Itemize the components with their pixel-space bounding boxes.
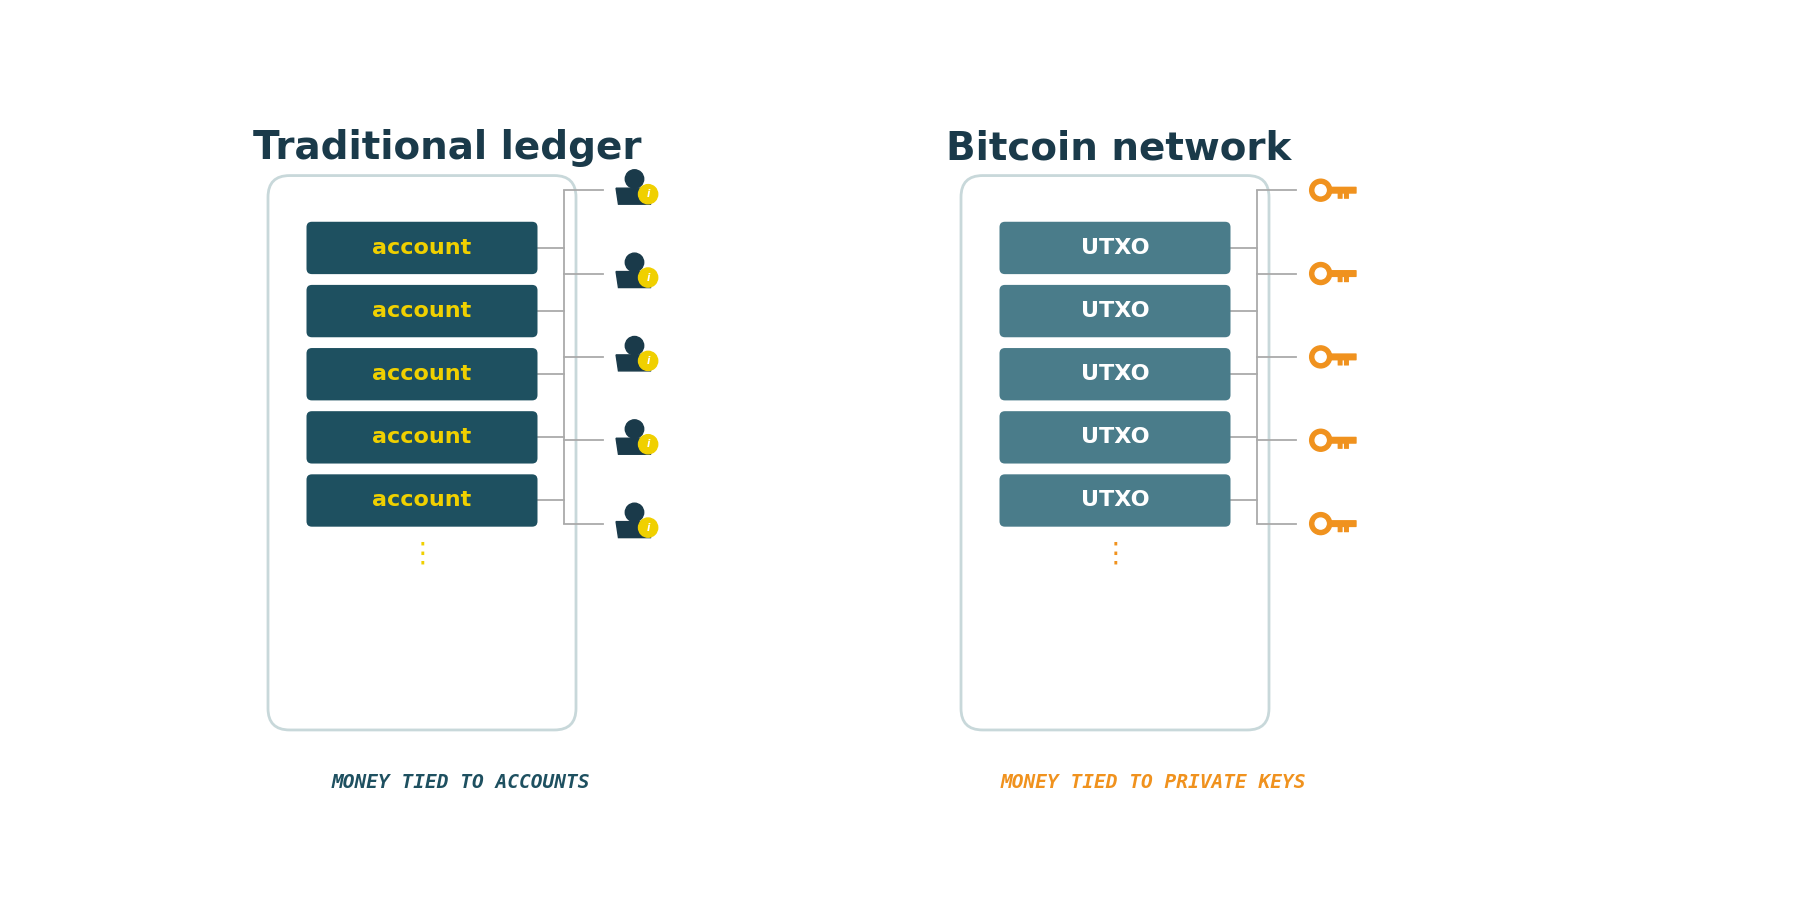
- FancyBboxPatch shape: [292, 183, 560, 707]
- FancyBboxPatch shape: [306, 222, 538, 274]
- FancyBboxPatch shape: [306, 285, 538, 337]
- Text: UTXO: UTXO: [1080, 301, 1150, 321]
- Text: MONEY TIED TO PRIVATE KEYS: MONEY TIED TO PRIVATE KEYS: [1001, 772, 1307, 792]
- FancyBboxPatch shape: [1328, 520, 1357, 527]
- Circle shape: [1316, 268, 1327, 279]
- Text: account: account: [373, 491, 472, 510]
- FancyBboxPatch shape: [961, 176, 1269, 730]
- FancyBboxPatch shape: [1345, 192, 1348, 199]
- Text: account: account: [373, 238, 472, 258]
- Circle shape: [625, 253, 644, 272]
- FancyBboxPatch shape: [268, 176, 576, 730]
- Circle shape: [639, 351, 657, 371]
- Circle shape: [639, 518, 657, 537]
- Text: i: i: [646, 523, 650, 532]
- FancyBboxPatch shape: [999, 222, 1231, 274]
- Text: ⋮: ⋮: [1102, 540, 1129, 567]
- Circle shape: [625, 419, 644, 438]
- FancyBboxPatch shape: [306, 474, 538, 527]
- FancyBboxPatch shape: [999, 411, 1231, 464]
- Text: Bitcoin network: Bitcoin network: [945, 129, 1291, 167]
- FancyBboxPatch shape: [985, 183, 1253, 707]
- Circle shape: [1310, 179, 1332, 201]
- Circle shape: [1316, 434, 1327, 445]
- FancyBboxPatch shape: [1337, 276, 1343, 282]
- Polygon shape: [616, 521, 653, 538]
- Circle shape: [639, 185, 657, 204]
- Text: i: i: [646, 273, 650, 283]
- Text: UTXO: UTXO: [1080, 491, 1150, 510]
- FancyBboxPatch shape: [1337, 359, 1343, 366]
- Text: ⋮: ⋮: [409, 540, 436, 567]
- Polygon shape: [616, 438, 653, 455]
- Text: account: account: [373, 364, 472, 384]
- Circle shape: [1310, 346, 1332, 368]
- Circle shape: [625, 336, 644, 355]
- Circle shape: [1310, 430, 1332, 451]
- FancyBboxPatch shape: [999, 474, 1231, 527]
- FancyBboxPatch shape: [1328, 437, 1357, 444]
- Text: UTXO: UTXO: [1080, 428, 1150, 447]
- Polygon shape: [616, 272, 653, 287]
- Circle shape: [625, 504, 644, 521]
- Text: UTXO: UTXO: [1080, 238, 1150, 258]
- Circle shape: [1310, 262, 1332, 285]
- Circle shape: [1316, 351, 1327, 362]
- Circle shape: [1316, 518, 1327, 529]
- FancyBboxPatch shape: [1337, 192, 1343, 199]
- Circle shape: [1310, 513, 1332, 535]
- FancyBboxPatch shape: [1345, 359, 1348, 366]
- FancyBboxPatch shape: [1337, 443, 1343, 449]
- Text: i: i: [646, 356, 650, 366]
- FancyBboxPatch shape: [1328, 353, 1357, 360]
- Polygon shape: [616, 188, 653, 204]
- Circle shape: [1316, 185, 1327, 196]
- FancyBboxPatch shape: [306, 348, 538, 400]
- Text: MONEY TIED TO ACCOUNTS: MONEY TIED TO ACCOUNTS: [331, 772, 590, 792]
- FancyBboxPatch shape: [306, 411, 538, 464]
- Circle shape: [639, 268, 657, 287]
- FancyBboxPatch shape: [1337, 526, 1343, 532]
- FancyBboxPatch shape: [1345, 443, 1348, 449]
- FancyBboxPatch shape: [1328, 270, 1357, 277]
- Polygon shape: [616, 355, 653, 371]
- FancyBboxPatch shape: [999, 285, 1231, 337]
- Text: UTXO: UTXO: [1080, 364, 1150, 384]
- FancyBboxPatch shape: [1345, 526, 1348, 532]
- FancyBboxPatch shape: [1345, 276, 1348, 282]
- Text: i: i: [646, 439, 650, 449]
- Text: Traditional ledger: Traditional ledger: [252, 129, 641, 167]
- FancyBboxPatch shape: [999, 348, 1231, 400]
- FancyBboxPatch shape: [1328, 187, 1357, 194]
- Text: account: account: [373, 428, 472, 447]
- Circle shape: [625, 170, 644, 188]
- Circle shape: [639, 434, 657, 454]
- Text: i: i: [646, 189, 650, 200]
- Text: account: account: [373, 301, 472, 321]
